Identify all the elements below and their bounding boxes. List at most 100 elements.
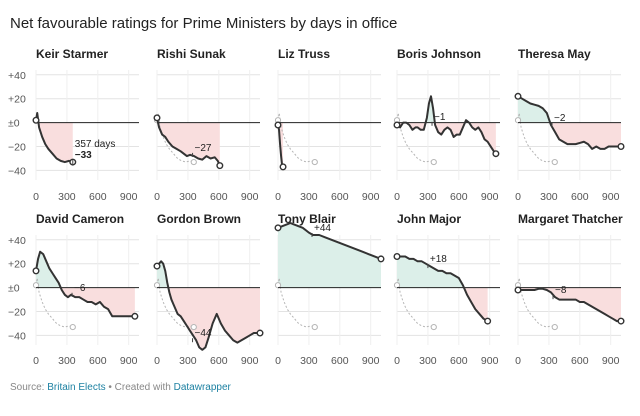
x-tick-label: 900 [120,355,138,367]
tool-link[interactable]: Datawrapper [174,382,232,393]
x-tick-label: 300 [419,355,437,367]
panel-title-liz-truss: Liz Truss [278,47,330,61]
panel-gordon-brown: Gordon Brown 0 300 600 900 −44 [153,212,264,367]
annotation-label-boris-johnson: −1 [434,112,446,123]
series-line-tony-blair [277,222,382,260]
reference-line-david-cameron [35,277,73,328]
y-tick-label: +20 [8,94,26,106]
x-tick-label: 900 [120,191,138,203]
end-marker-rishi-sunak [216,162,224,170]
panel-title-david-cameron: David Cameron [36,212,124,226]
reference-line-theresa-may [517,112,555,163]
series-line-theresa-may [517,95,621,150]
start-marker-theresa-may [514,92,522,100]
panel-tony-blair: Tony Blair 0 300 600 900 +44 [274,212,385,367]
y-tick-label: −40 [8,165,26,177]
x-tick-label: 600 [210,191,228,203]
reference-end-marker [311,323,318,331]
reference-end-marker [551,323,558,331]
y-tick-label: +20 [8,259,26,271]
negative-area-theresa-may [518,122,621,149]
panel-keir-starmer: Keir Starmer +40 +20 ±0 −20 −40 0 300 600 900 357 … [8,47,139,203]
annotation-label-keir-starmer: −33 [75,150,92,161]
x-tick-label: 600 [571,191,589,203]
x-tick-label: 0 [275,355,281,367]
start-marker-keir-starmer [32,116,40,124]
x-tick-label: 900 [241,191,259,203]
x-tick-label: 300 [300,191,318,203]
x-tick-label: 600 [331,191,349,203]
panel-title-margaret-thatcher: Margaret Thatcher [518,212,623,226]
panel-title-gordon-brown: Gordon Brown [157,212,241,226]
series-line-keir-starmer [35,112,74,164]
x-tick-label: 0 [515,191,521,203]
annotation-label-gordon-brown: −44 [195,328,212,339]
end-marker-gordon-brown [256,329,264,337]
series-line-rishi-sunak [156,117,221,167]
panel-rishi-sunak: Rishi Sunak 0 300 600 900 −27 [153,47,260,203]
start-marker-margaret-thatcher [514,286,522,294]
x-tick-label: 300 [419,191,437,203]
x-tick-label: 600 [89,355,107,367]
x-tick-label: 900 [481,355,499,367]
reference-start-marker [153,282,161,289]
x-tick-label: 300 [540,191,558,203]
negative-area-keir-starmer [36,122,73,163]
x-tick-label: 0 [275,191,281,203]
reference-end-marker [190,323,197,331]
end-marker-tony-blair [377,255,385,263]
negative-area-margaret-thatcher [518,287,621,322]
reference-start-marker [393,282,401,289]
reference-end-marker [430,323,437,331]
reference-line-boris-johnson [396,112,434,163]
annotation-label-theresa-may: −2 [554,113,566,124]
y-tick-label: ±0 [8,118,20,130]
annotation-label-david-cameron: −6 [74,283,86,294]
reference-line-john-major [396,277,434,328]
end-marker-boris-johnson [492,150,500,158]
negative-area-david-cameron [36,287,135,317]
x-tick-label: 900 [481,191,499,203]
series-line-margaret-thatcher [518,287,621,323]
start-marker-gordon-brown [153,262,161,270]
x-tick-label: 900 [602,355,620,367]
annotation-label-tony-blair: +44 [314,223,331,234]
x-tick-label: 600 [571,355,589,367]
reference-start-marker [32,282,40,289]
x-tick-label: 600 [210,355,228,367]
chart-footer: Source: Britain Elects • Created with Da… [10,382,232,393]
panel-john-major: John Major 0 300 600 900 +18 [393,212,500,367]
reference-start-marker [274,282,282,289]
x-tick-label: 600 [450,191,468,203]
panel-title-boris-johnson: Boris Johnson [397,47,481,61]
end-marker-theresa-may [617,143,625,151]
reference-end-marker [69,323,76,331]
end-marker-david-cameron [131,312,139,320]
start-marker-liz-truss [274,121,282,129]
y-tick-label: −20 [8,307,26,319]
source-prefix: Source: [10,382,47,393]
positive-area-theresa-may [518,96,551,123]
chart-title: Net favourable ratings for Prime Ministe… [10,15,397,32]
panel-liz-truss: Liz Truss 0 300 600 900 [274,47,381,203]
x-tick-label: 900 [241,355,259,367]
panel-title-tony-blair: Tony Blair [278,212,336,226]
start-marker-tony-blair [274,224,282,232]
annotation-label-rishi-sunak: −27 [195,143,212,154]
series-line-boris-johnson [396,95,497,155]
annotation-label-margaret-thatcher: −8 [555,285,567,296]
y-tick-label: ±0 [8,283,20,295]
start-marker-david-cameron [32,267,40,275]
x-tick-label: 900 [602,191,620,203]
panel-title-rishi-sunak: Rishi Sunak [157,47,226,61]
x-tick-label: 300 [58,191,76,203]
series-line-john-major [397,255,489,322]
panels-area: Keir Starmer+40+20±0−20−400 300 600 900357 … [8,47,625,367]
panel-margaret-thatcher: Margaret Thatcher 0 300 600 900 −8 [514,212,625,367]
start-marker-john-major [393,253,401,261]
source-link[interactable]: Britain Elects [47,382,105,393]
footer-separator: • Created with [108,382,173,393]
x-tick-label: 0 [394,191,400,203]
reference-end-marker [311,158,318,166]
